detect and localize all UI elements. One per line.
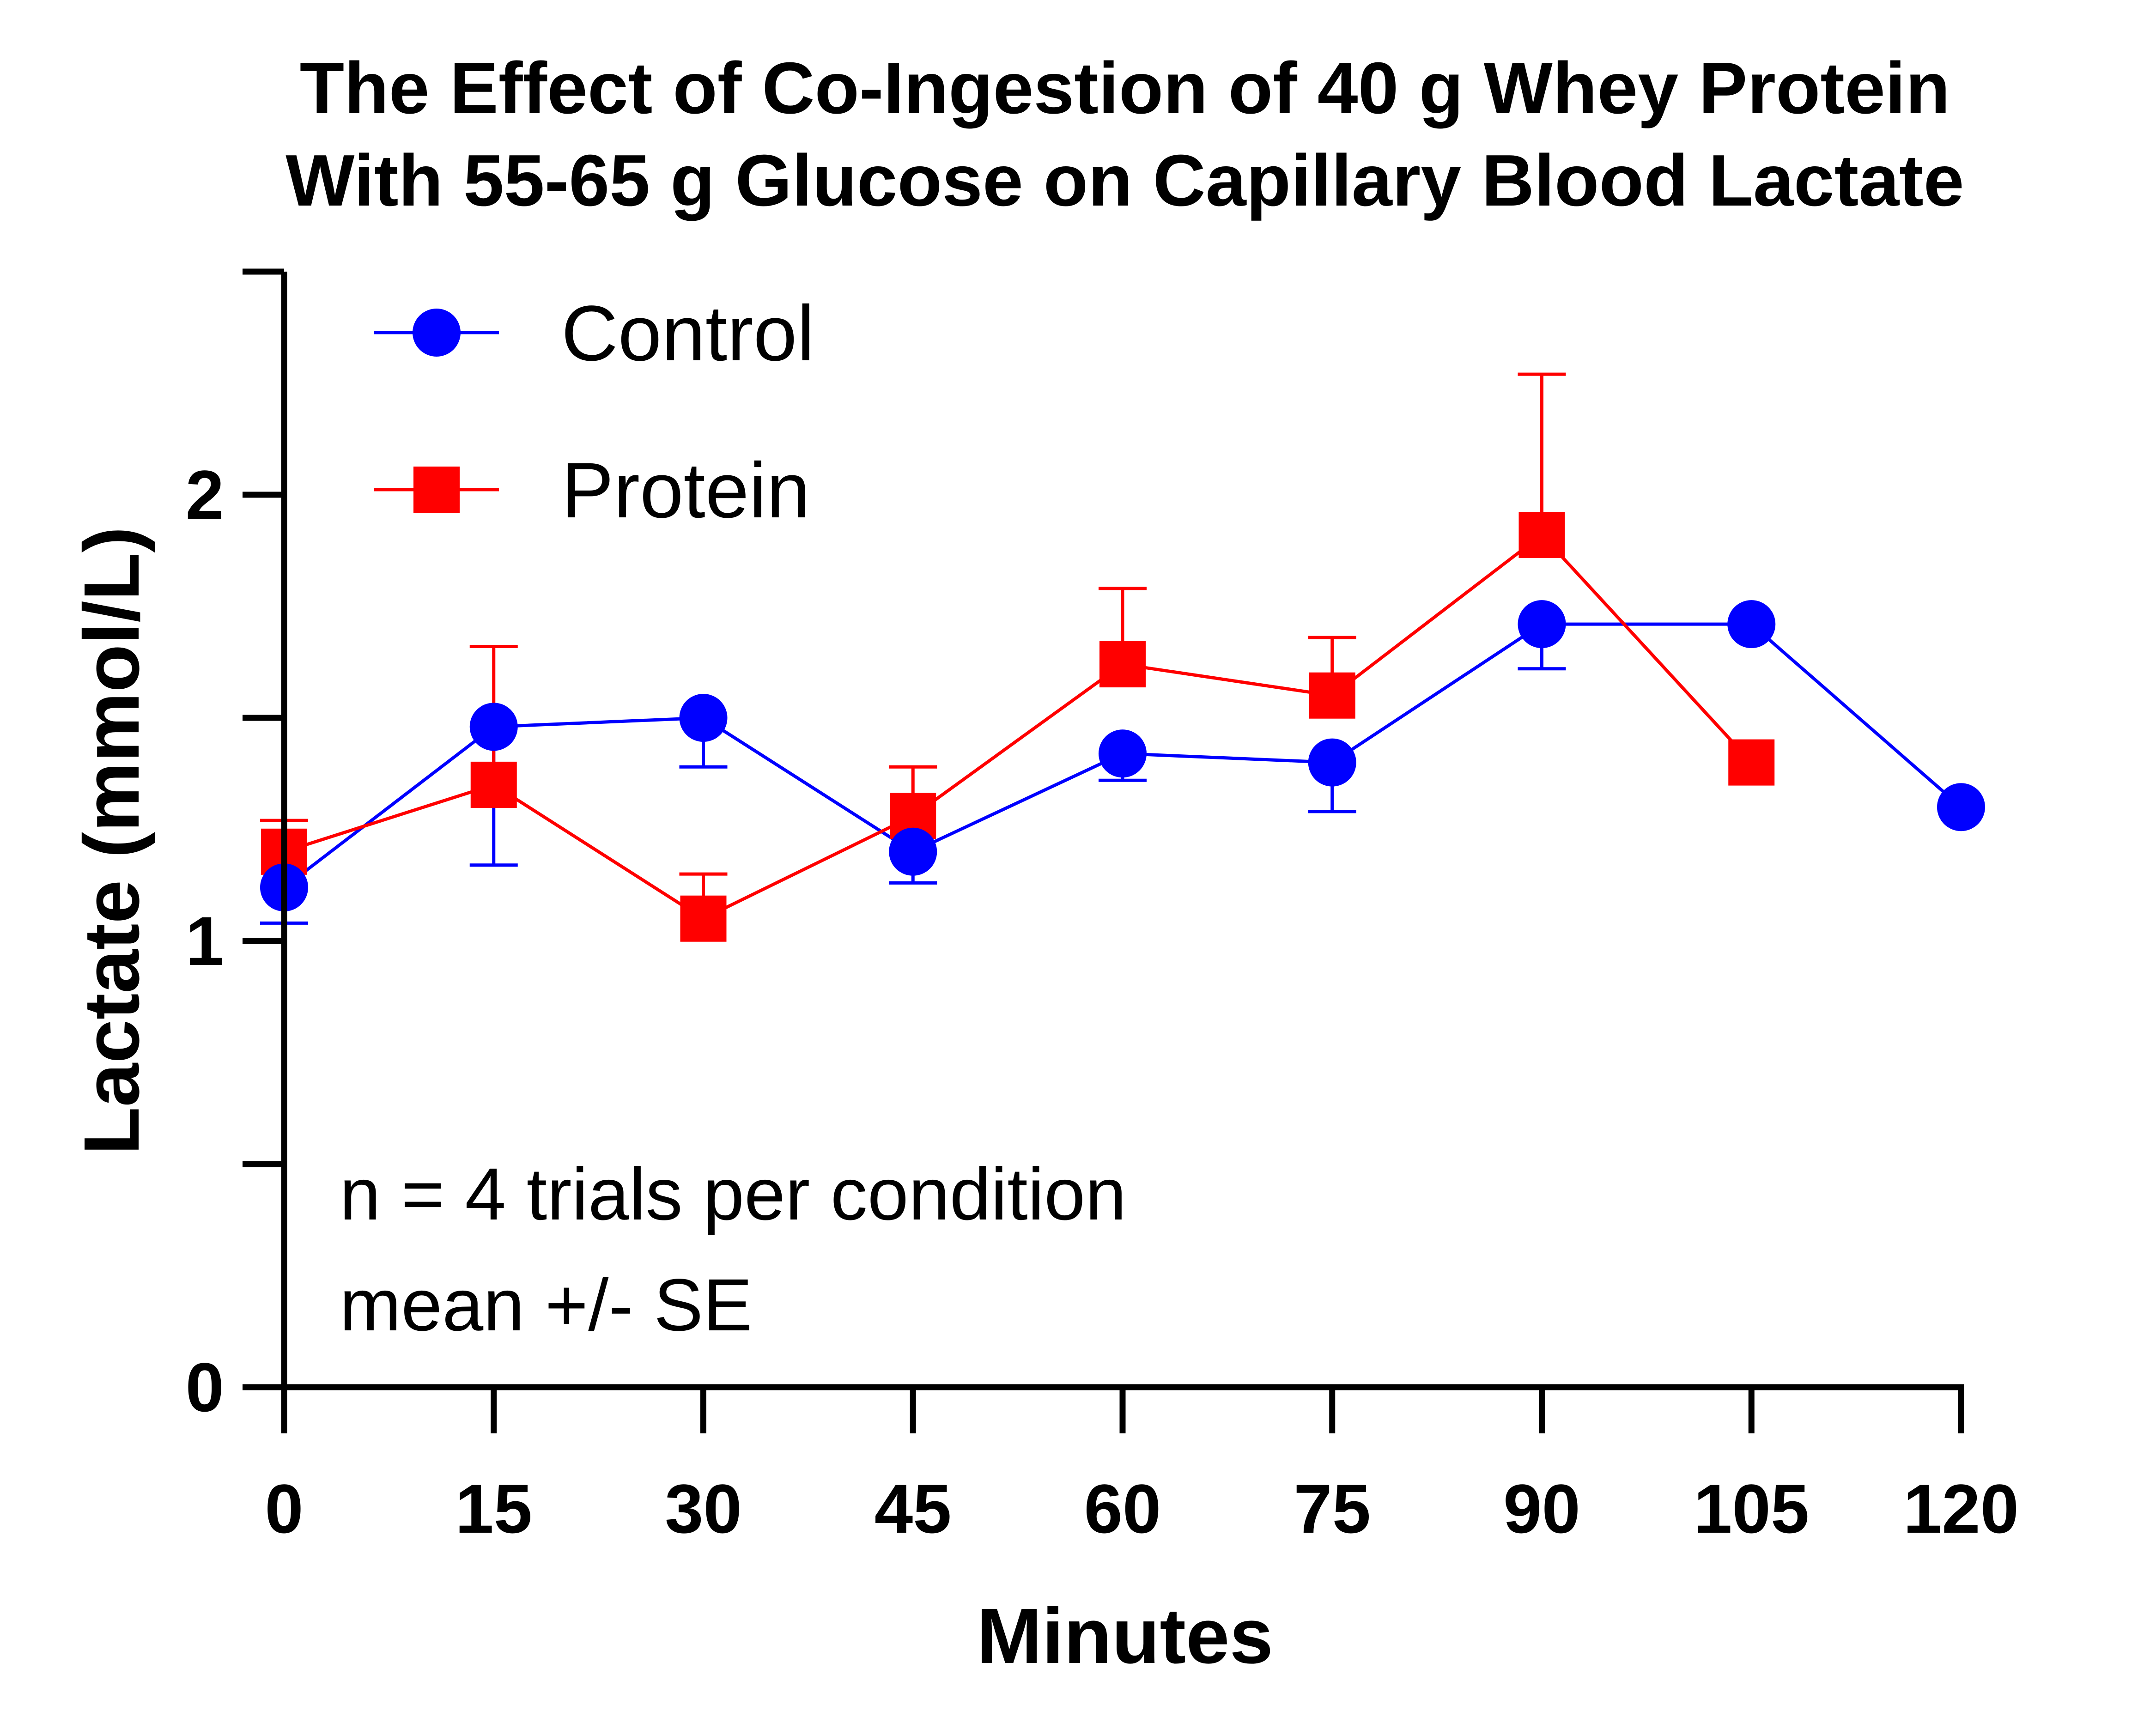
- chart-title-line-2: With 55-65 g Glucose on Capillary Blood …: [285, 140, 1964, 221]
- series-line-protein: [283, 533, 1753, 921]
- legend-marker-protein: [413, 467, 460, 513]
- annotation-statistic: mean +/- SE: [340, 1263, 753, 1346]
- x-tick-label: 45: [875, 1470, 952, 1547]
- y-tick-label: 1: [186, 902, 224, 980]
- x-axis-label: Minutes: [977, 1592, 1273, 1680]
- data-point-control: [1099, 729, 1147, 778]
- data-point-control: [889, 827, 937, 876]
- data-point-control: [1518, 600, 1566, 649]
- y-tick-label: 2: [186, 456, 224, 534]
- data-point-protein: [470, 761, 517, 808]
- data-point-control: [1937, 783, 1985, 831]
- data-point-control: [469, 703, 518, 751]
- chart-title-line-1: The Effect of Co-Ingestion of 40 g Whey …: [300, 48, 1950, 129]
- data-point-protein: [1309, 672, 1355, 719]
- x-tick-label: 90: [1503, 1470, 1580, 1547]
- data-point-control: [679, 694, 728, 742]
- legend-marker-control: [413, 309, 461, 357]
- legend-item-protein: Protein: [374, 447, 810, 534]
- annotation-sample-size: n = 4 trials per condition: [340, 1153, 1126, 1235]
- legend-item-control: Control: [374, 290, 814, 377]
- y-axis-label: Lactate (mmol/L): [68, 527, 156, 1155]
- legend-label-control: Control: [561, 290, 814, 377]
- data-point-protein: [680, 895, 727, 942]
- data-point-protein: [1728, 739, 1775, 786]
- data-point-protein: [1518, 511, 1565, 558]
- data-point-control: [1308, 738, 1356, 787]
- data-point-control: [1727, 600, 1776, 649]
- y-tick-label: 0: [186, 1348, 224, 1426]
- plot-area: [260, 372, 1985, 942]
- x-tick-label: 30: [665, 1470, 742, 1547]
- legend: Control Protein: [374, 290, 814, 534]
- x-tick-label: 60: [1084, 1470, 1161, 1547]
- x-tick-label: 75: [1294, 1470, 1371, 1547]
- x-tick-label: 15: [455, 1470, 532, 1547]
- legend-label-protein: Protein: [561, 447, 810, 534]
- x-tick-label: 120: [1903, 1470, 2019, 1547]
- x-tick-label: 105: [1694, 1470, 1809, 1547]
- x-tick-label: 0: [265, 1470, 303, 1547]
- data-point-protein: [1099, 641, 1146, 688]
